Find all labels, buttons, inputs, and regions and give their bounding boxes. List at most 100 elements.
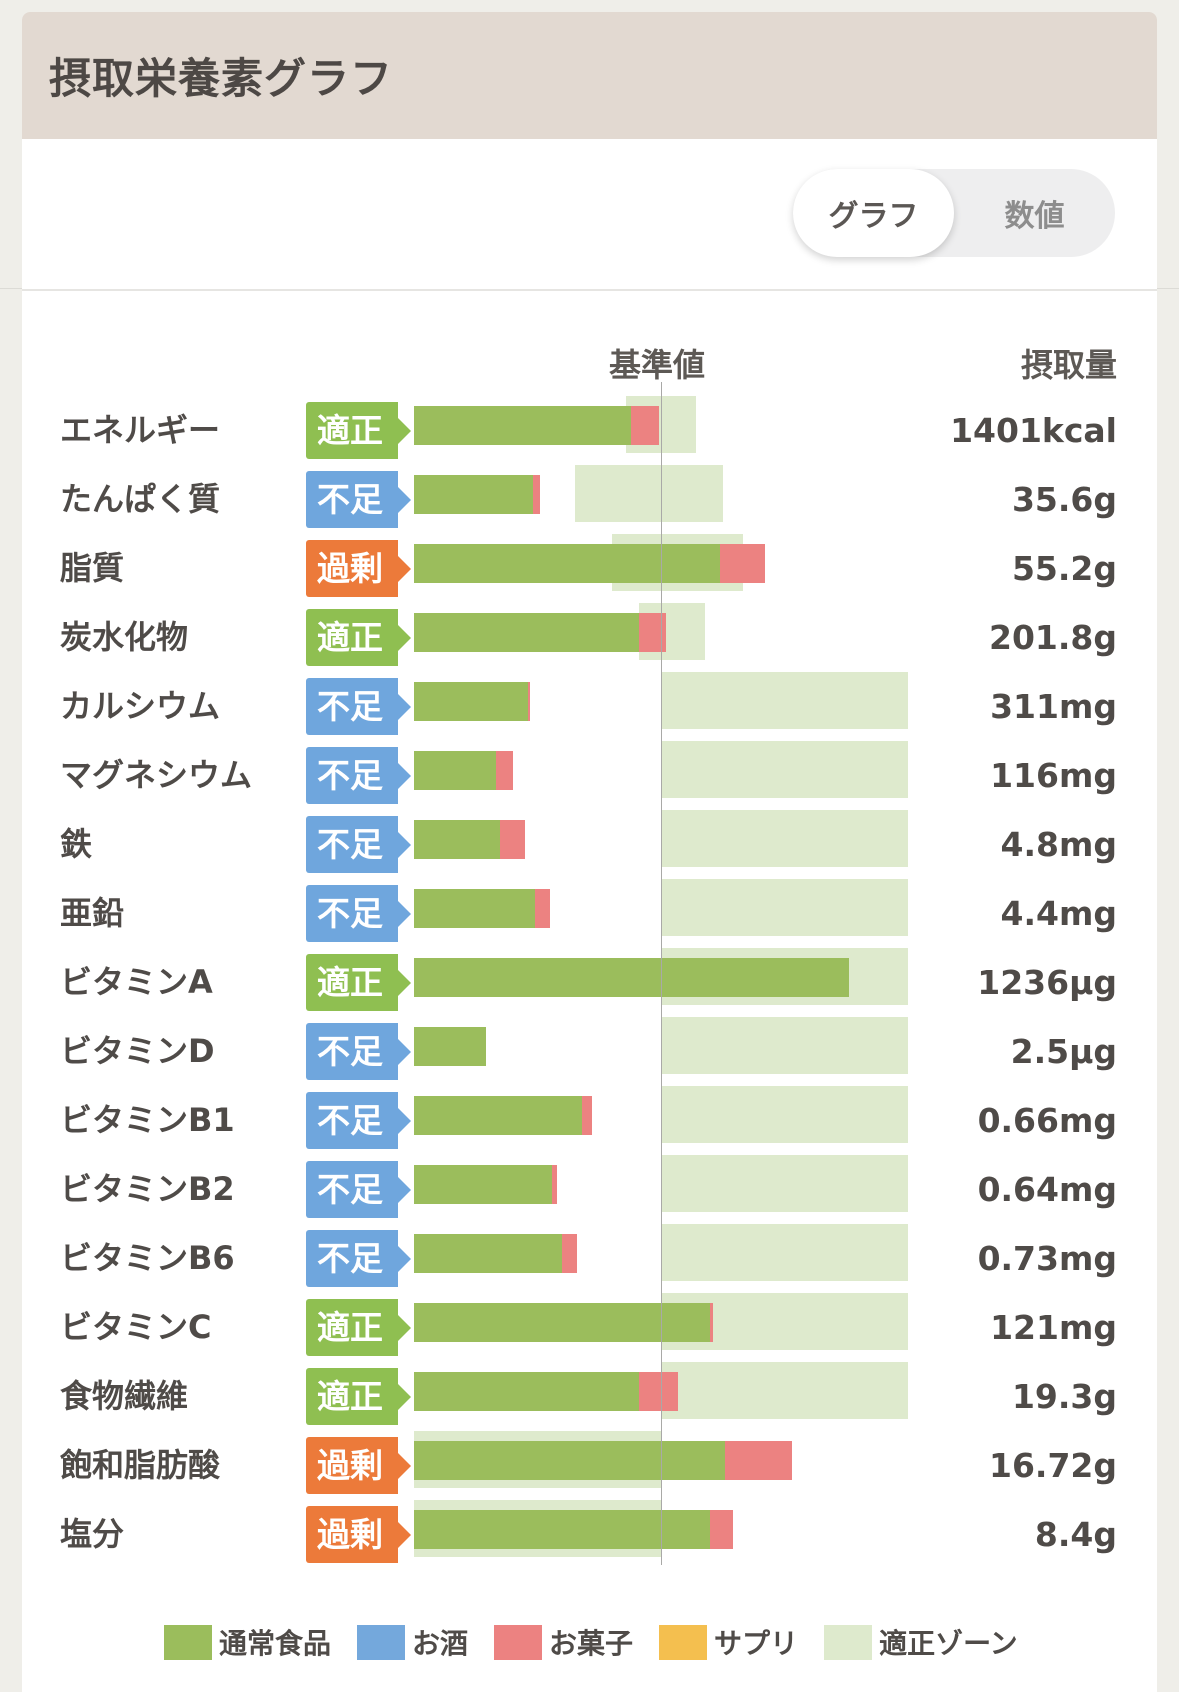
nutrient-name: 塩分 [60, 1515, 125, 1553]
nutrient-row: ビタミンB2 不足 0.64mg [0, 1155, 1179, 1224]
regular-food-bar [414, 1027, 486, 1066]
status-badge: 適正 [306, 609, 411, 666]
regular-food-bar [414, 1303, 711, 1342]
snacks-bar [500, 820, 526, 859]
status-badge: 不足 [306, 816, 411, 873]
regular-food-bar [414, 613, 639, 652]
regular-food-bar [414, 820, 501, 859]
nutrient-name: 脂質 [60, 549, 125, 587]
nutrient-row: マグネシウム 不足 116mg [0, 741, 1179, 810]
nutrient-name: 炭水化物 [60, 618, 189, 656]
nutrient-row: ビタミンA 適正 1236μg [0, 948, 1179, 1017]
regular-food-bar [414, 1441, 726, 1480]
snacks-bar [631, 406, 659, 445]
status-badge: 適正 [306, 1368, 411, 1425]
nutrient-name: たんぱく質 [60, 480, 221, 518]
intake-amount: 311mg [990, 687, 1117, 726]
nutrient-row: カルシウム 不足 311mg [0, 672, 1179, 741]
regular-food-bar [414, 889, 536, 928]
nutrient-name: マグネシウム [60, 756, 253, 794]
appropriate-zone [574, 465, 723, 522]
nutrient-name: ビタミンC [60, 1308, 212, 1346]
nutrient-name: 鉄 [60, 825, 93, 863]
intake-amount: 35.6g [1011, 480, 1117, 519]
snacks-bar [725, 1441, 792, 1480]
numbers-view-button[interactable]: 数値 [1004, 199, 1065, 234]
nutrient-row: たんぱく質 不足 35.6g [0, 465, 1179, 534]
status-badge: 不足 [306, 678, 411, 735]
nutrient-row: ビタミンC 適正 121mg [0, 1293, 1179, 1362]
intake-amount: 16.72g [988, 1446, 1117, 1485]
legend-swatch [659, 1624, 708, 1660]
intake-amount: 201.8g [988, 618, 1117, 657]
intake-header: 摂取量 [1020, 346, 1117, 384]
appropriate-zone [661, 1017, 908, 1074]
regular-food-bar [414, 1372, 639, 1411]
nutrient-name: カルシウム [60, 687, 221, 725]
snacks-bar [720, 544, 765, 583]
status-badge: 不足 [306, 1230, 411, 1287]
appropriate-zone [661, 1086, 908, 1143]
nutrient-name: 食物繊維 [60, 1377, 189, 1415]
status-badge: 不足 [306, 885, 411, 942]
snacks-bar [552, 1165, 558, 1204]
intake-amount: 19.3g [1011, 1377, 1117, 1416]
nutrient-name: ビタミンD [60, 1032, 215, 1070]
status-badge: 過剰 [306, 540, 411, 597]
regular-food-bar [414, 1234, 563, 1273]
appropriate-zone [661, 1224, 908, 1281]
status-badge: 過剰 [306, 1506, 411, 1563]
nutrient-name: 飽和脂肪酸 [60, 1446, 221, 1484]
right-divider [1157, 288, 1179, 289]
appropriate-zone [661, 810, 908, 867]
intake-amount: 55.2g [1011, 549, 1117, 588]
nutrient-row: 脂質 過剰 55.2g [0, 534, 1179, 603]
legend-swatch [824, 1624, 873, 1660]
reference-header: 基準値 [609, 346, 706, 384]
legend-label: お酒 [412, 1627, 469, 1660]
intake-amount: 2.5μg [1010, 1032, 1117, 1071]
regular-food-bar [414, 1510, 711, 1549]
intake-amount: 8.4g [1034, 1515, 1117, 1554]
nutrient-row: 炭水化物 適正 201.8g [0, 603, 1179, 672]
status-badge: 適正 [306, 1299, 411, 1356]
card-header: 摂取栄養素グラフ [22, 12, 1157, 139]
appropriate-zone [661, 1155, 908, 1212]
regular-food-bar [414, 1096, 582, 1135]
appropriate-zone [661, 741, 908, 798]
snacks-bar [532, 475, 540, 514]
nutrient-row: ビタミンB1 不足 0.66mg [0, 1086, 1179, 1155]
regular-food-bar [414, 958, 849, 997]
snacks-bar [527, 682, 531, 721]
nutrient-row: エネルギー 適正 1401kcal [0, 396, 1179, 465]
snacks-bar [495, 751, 513, 790]
intake-amount: 0.64mg [977, 1170, 1117, 1209]
status-badge: 不足 [306, 1023, 411, 1080]
regular-food-bar [414, 475, 533, 514]
snacks-bar [562, 1234, 577, 1273]
status-badge: 適正 [306, 954, 411, 1011]
reference-line [661, 382, 662, 1565]
nutrient-row: 亜鉛 不足 4.4mg [0, 879, 1179, 948]
nutrient-row: 塩分 過剰 8.4g [0, 1500, 1179, 1569]
nutrient-name: 亜鉛 [60, 894, 125, 932]
nutrient-name: ビタミンA [60, 963, 213, 1001]
nutrient-card: 摂取栄養素グラフ グラフ 数値 [22, 12, 1157, 1692]
nutrient-row: 鉄 不足 4.8mg [0, 810, 1179, 879]
nutrient-row: ビタミンB6 不足 0.73mg [0, 1224, 1179, 1293]
chart-legend: 通常食品 お酒 お菓子 サプリ 適正ゾーン [164, 1622, 1044, 1662]
intake-amount: 4.8mg [1000, 825, 1117, 864]
intake-amount: 4.4mg [1000, 894, 1117, 933]
view-toggle[interactable]: グラフ 数値 [793, 169, 1115, 257]
legend-item: お菓子 [494, 1622, 633, 1662]
intake-amount: 0.73mg [977, 1239, 1117, 1278]
legend-swatch [164, 1624, 212, 1660]
status-badge: 不足 [306, 471, 411, 528]
graph-view-button[interactable]: グラフ [793, 169, 954, 257]
nutrient-row: 食物繊維 適正 19.3g [0, 1362, 1179, 1431]
regular-food-bar [414, 751, 496, 790]
page-title: 摂取栄養素グラフ [49, 54, 394, 103]
status-badge: 不足 [306, 747, 411, 804]
status-badge: 不足 [306, 1092, 411, 1149]
legend-item: 通常食品 [164, 1622, 331, 1662]
